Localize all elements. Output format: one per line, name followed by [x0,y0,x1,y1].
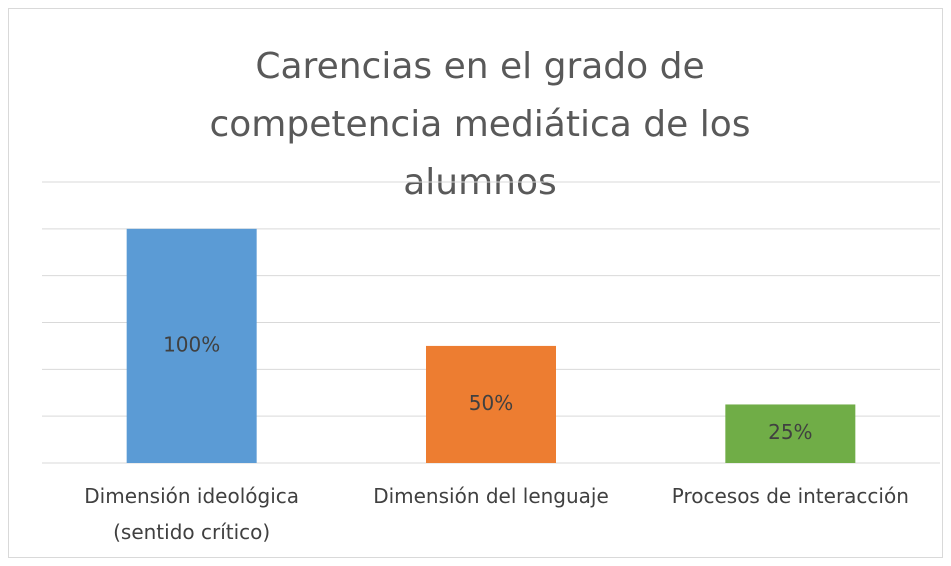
x-tick-label: Dimensión del lenguaje [373,484,609,508]
bar [725,404,856,463]
data-label: 50% [469,391,513,415]
x-tick-label: Dimensión ideológica (sentido crítico) [84,484,300,544]
data-label: 100% [163,332,220,356]
chart-border [8,8,943,558]
bar [126,228,257,463]
chart-title: Carencias en el grado de competencia med… [209,46,751,203]
data-label: 25% [768,420,812,444]
bar [426,345,556,463]
x-tick-label: Procesos de interacción [671,484,909,508]
